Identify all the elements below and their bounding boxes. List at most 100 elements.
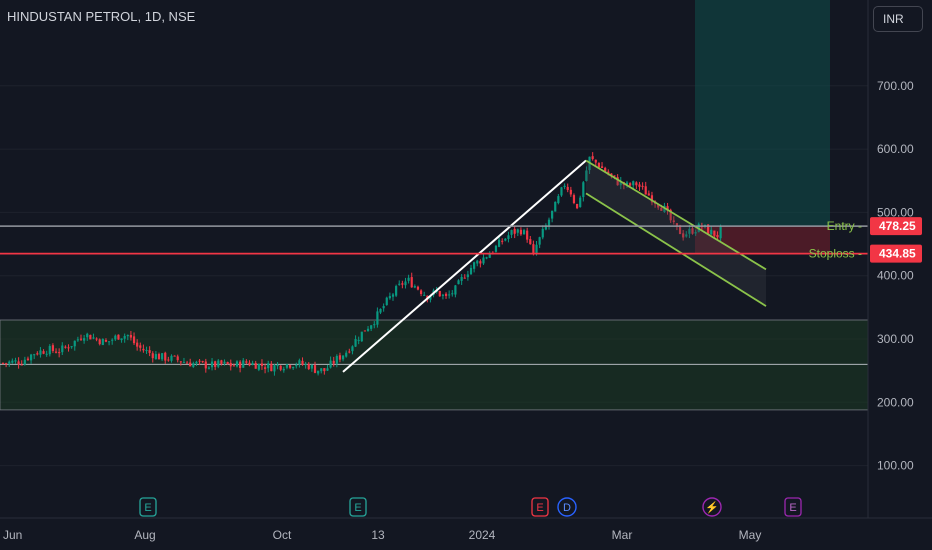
candle-down — [307, 363, 310, 370]
currency-button[interactable]: INR — [873, 6, 923, 32]
candle-up — [83, 338, 86, 341]
entry-price-tag — [870, 217, 922, 236]
candle-up — [688, 228, 691, 234]
candle-up — [685, 234, 688, 237]
candle-down — [167, 359, 170, 361]
candle-down — [89, 334, 92, 340]
channel-upper-line[interactable] — [585, 159, 767, 271]
candle-down — [288, 365, 292, 368]
chart-title: HINDUSTAN PETROL, 1D, NSE — [7, 9, 196, 24]
candle-down — [647, 193, 650, 196]
candle-down — [569, 189, 572, 195]
candle-up — [522, 230, 526, 235]
candle-up — [217, 360, 220, 367]
candle-down — [42, 351, 45, 354]
candle-up — [235, 361, 239, 367]
candle-up — [120, 338, 123, 341]
candle-down — [129, 334, 133, 338]
candle-down — [572, 195, 576, 204]
candle-up — [282, 368, 285, 371]
time-axis[interactable]: Jun Aug Oct 13 2024 Mar May — [0, 517, 932, 542]
price-axis[interactable]: 100.00 200.00 300.00 400.00 500.00 600.00 700.… — [867, 0, 922, 518]
candle-up — [379, 308, 382, 313]
candle-down — [438, 291, 441, 297]
price-tick-label: 300.00 — [877, 332, 914, 346]
candle-up — [320, 368, 323, 372]
candle-up — [304, 363, 307, 365]
candle-down — [591, 156, 594, 160]
earnings-marker[interactable] — [349, 497, 367, 517]
candle-down — [79, 338, 83, 340]
candle-up — [398, 283, 401, 285]
candle-down — [263, 367, 267, 369]
candle-down — [644, 186, 647, 195]
candle-up — [273, 365, 276, 372]
candle-up — [14, 360, 17, 362]
candle-down — [36, 353, 39, 355]
candle-down — [669, 209, 672, 221]
earnings-marker-label: E — [789, 502, 796, 514]
drawings[interactable] — [342, 159, 767, 373]
candle-up — [619, 181, 622, 186]
earnings-marker[interactable] — [784, 497, 802, 517]
channel-lower-line[interactable] — [585, 192, 767, 307]
price-tick-label: 600.00 — [877, 142, 914, 156]
candle-up — [73, 340, 76, 347]
candle-down — [254, 362, 257, 369]
candle-up — [295, 364, 298, 367]
candle-down — [691, 228, 694, 234]
candle-up — [535, 244, 538, 255]
candle-down — [260, 363, 264, 367]
candle-up — [457, 280, 460, 285]
candle-up — [161, 353, 164, 360]
candle-up — [469, 267, 473, 275]
candle-up — [451, 293, 454, 295]
candle-up — [267, 363, 270, 369]
candle-down — [5, 363, 8, 365]
candle-up — [76, 339, 79, 341]
candle-down — [526, 230, 529, 240]
candle-up — [448, 294, 451, 296]
candle-up — [476, 260, 479, 264]
impulse-trend-line[interactable] — [342, 159, 587, 373]
candle-down — [132, 336, 136, 344]
candle-down — [139, 345, 142, 348]
candle-up — [357, 339, 360, 341]
candle-up — [329, 360, 332, 368]
candle-down — [713, 230, 716, 236]
candle-up — [107, 341, 111, 343]
candle-down — [650, 195, 654, 203]
candle-up — [551, 210, 554, 219]
earnings-marker[interactable] — [531, 497, 549, 517]
candle-down — [20, 364, 23, 366]
candle-down — [54, 351, 58, 353]
split-marker[interactable] — [702, 497, 722, 517]
candle-down — [279, 365, 282, 370]
candle-down — [613, 175, 616, 177]
candle-up — [360, 331, 363, 342]
candle-up — [382, 306, 385, 309]
candle-up — [385, 297, 388, 306]
candle-down — [189, 362, 192, 367]
candle-down — [248, 362, 251, 366]
candle-down — [638, 184, 641, 187]
candle-down — [220, 360, 223, 364]
candle-up — [391, 294, 395, 297]
candle-up — [488, 253, 491, 258]
candle-up — [48, 346, 51, 355]
candle-down — [629, 183, 632, 186]
earnings-marker[interactable] — [139, 497, 157, 517]
candle-down — [204, 361, 207, 369]
candle-up — [257, 363, 260, 370]
split-marker-label: ⚡ — [705, 501, 719, 514]
candle-down — [232, 365, 235, 367]
candle-up — [276, 365, 279, 367]
candle-down — [1, 362, 5, 364]
events[interactable]: E E E D ⚡ E — [139, 497, 802, 517]
candle-up — [585, 170, 588, 182]
candle-down — [98, 339, 101, 345]
dividend-marker[interactable] — [557, 497, 577, 517]
candle-down — [566, 186, 569, 190]
candle-up — [395, 286, 398, 296]
